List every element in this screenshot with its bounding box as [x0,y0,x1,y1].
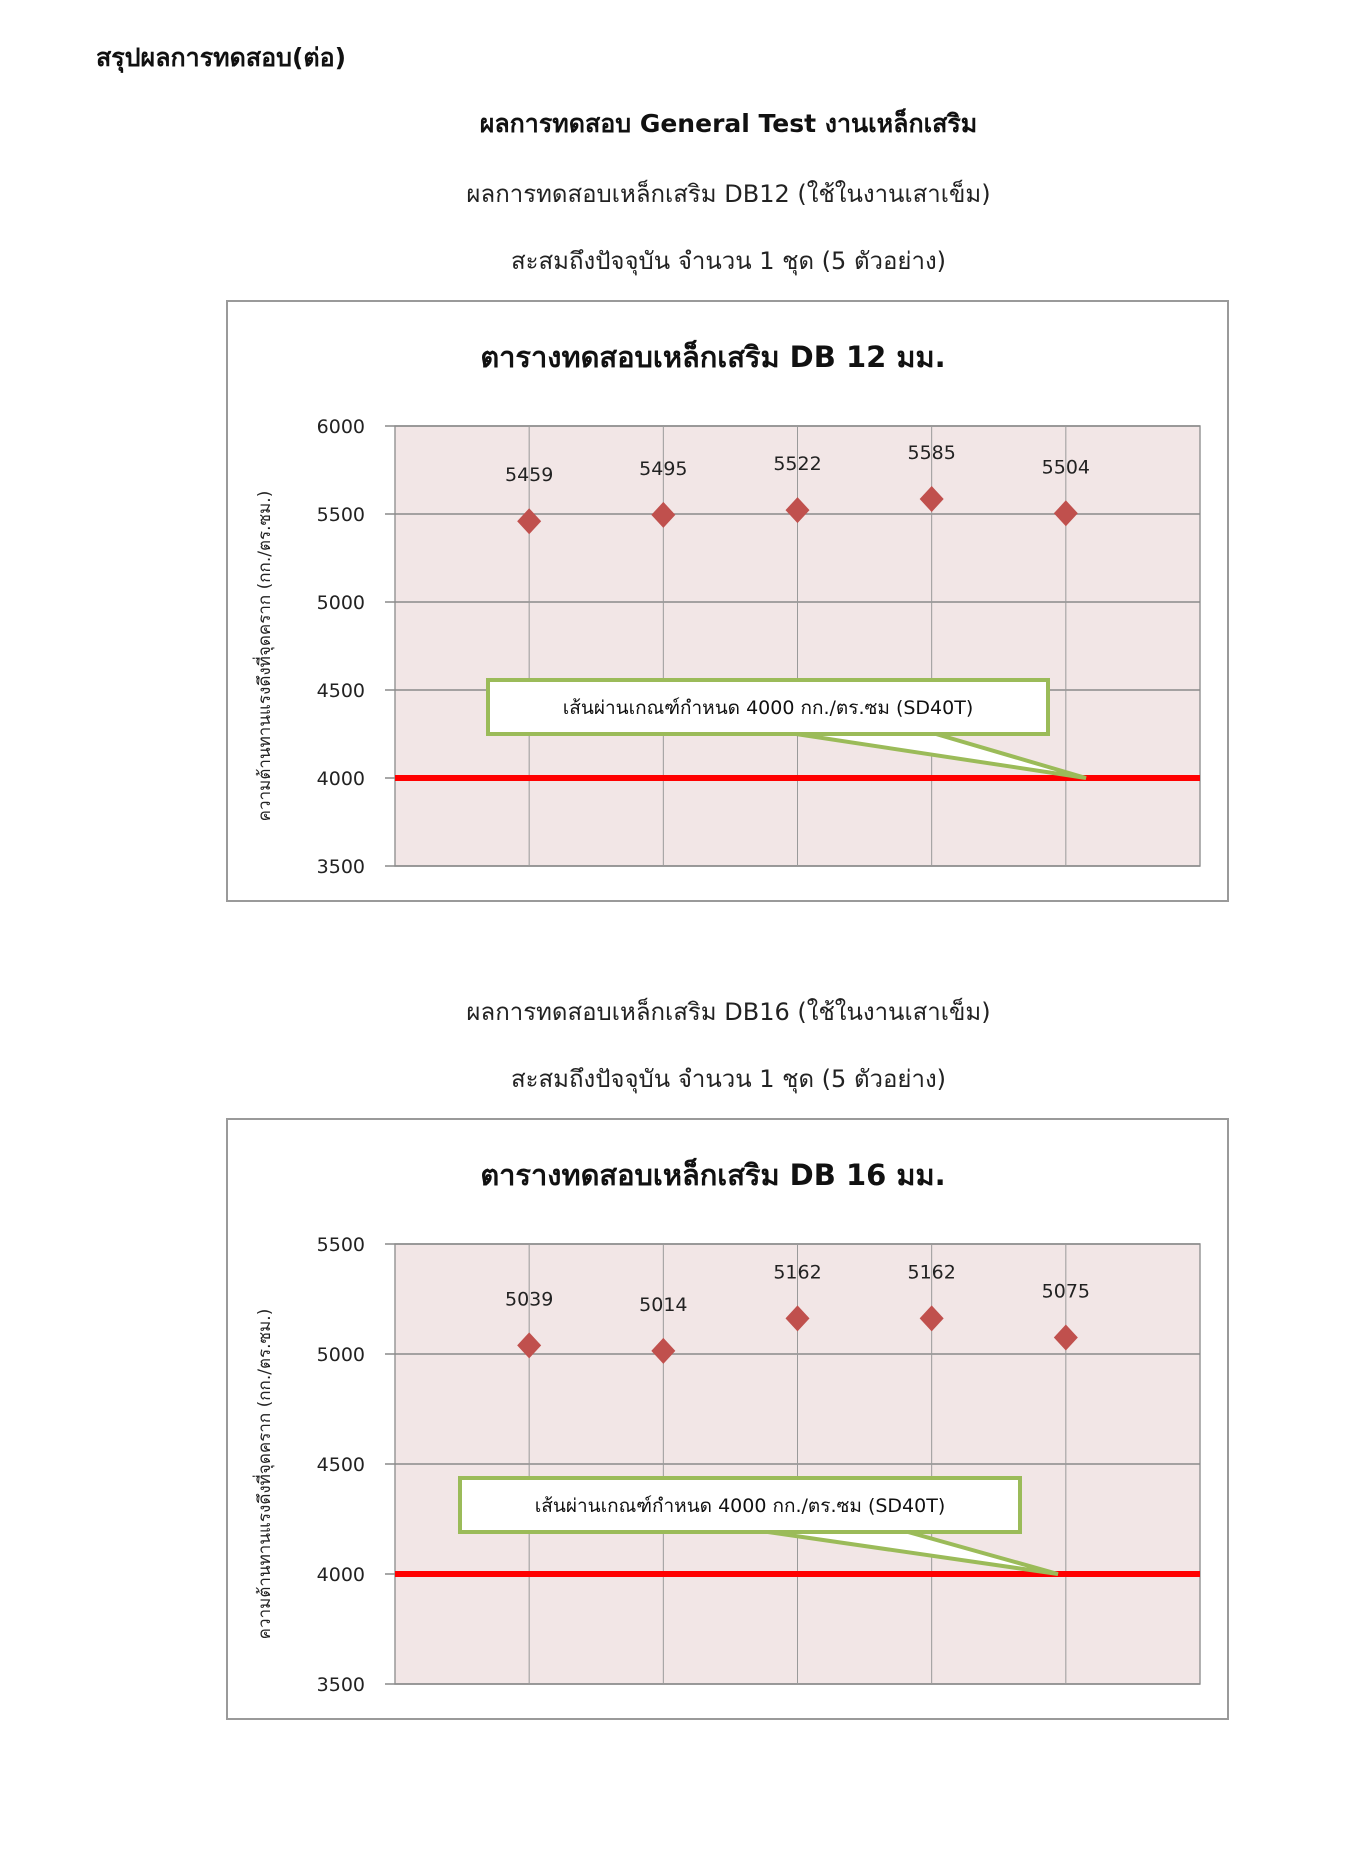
data-label: 5522 [773,453,821,475]
data-label: 5039 [505,1288,553,1310]
section2-summary: สะสมถึงปัจจุบัน จำนวน 1 ชุด (5 ตัวอย่าง) [510,1065,947,1093]
y-tick-label: 4500 [317,680,365,702]
chart-db16: ตารางทดสอบเหล็กเสริม DB 16 มม. 3500 4000 45… [226,1118,1229,1720]
callout-text: เส้นผ่านเกณฑ์กำหนด 4000 กก./ตร.ซม (SD40T… [563,697,974,719]
y-tick-label: 4500 [317,1454,365,1476]
y-tick-label: 3500 [317,1674,365,1696]
y-tick-label: 3500 [317,856,365,878]
data-label: 5014 [639,1294,687,1316]
chart-db16-svg: ตารางทดสอบเหล็กเสริม DB 16 มม. 3500 4000 45… [252,1157,1201,1696]
y-tick-label: 4000 [317,768,365,790]
y-tick-label: 5000 [317,592,365,614]
callout-text: เส้นผ่านเกณฑ์กำหนด 4000 กก./ตร.ซม (SD40T… [535,1495,946,1517]
page-header: สรุปผลการทดสอบ(ต่อ) [96,43,347,72]
data-label: 5495 [639,458,687,480]
data-label: 5459 [505,464,553,486]
y-tick-label: 4000 [317,1564,365,1586]
data-point [517,508,542,535]
y-tick-label: 6000 [317,416,365,438]
y-tick-label: 5500 [317,1234,365,1256]
data-label: 5162 [773,1261,821,1283]
callout-box [458,1476,1022,1534]
data-point [651,501,676,528]
data-point [919,1305,944,1332]
y-axis-label: ความต้านทานแรงดึงที่จุดคราก (กก./ตร.ซม.) [252,1309,275,1640]
chart-title: ตารางทดสอบเหล็กเสริม DB 16 มม. [480,1157,945,1192]
data-label: 5075 [1042,1281,1090,1303]
section1-summary: สะสมถึงปัจจุบัน จำนวน 1 ชุด (5 ตัวอย่าง) [510,247,947,275]
callout-box [486,678,1050,736]
chart-title: ตารางทดสอบเหล็กเสริม DB 12 มม. [480,339,945,374]
data-point [1053,1324,1078,1351]
chart-db12: ตารางทดสอบเหล็กเสริม DB 12 มม. 3500 4000 45… [226,300,1229,902]
y-axis-label: ความต้านทานแรงดึงที่จุดคราก (กก./ตร.ซม.) [252,491,275,822]
data-point [651,1337,676,1364]
data-label: 5585 [907,442,955,464]
section1-subtitle: ผลการทดสอบเหล็กเสริม DB12 (ใช้ในงานเสาเข… [466,180,991,208]
section2-subtitle: ผลการทดสอบเหล็กเสริม DB16 (ใช้ในงานเสาเข… [466,998,991,1026]
data-label: 5162 [907,1261,955,1283]
y-tick-label: 5500 [317,504,365,526]
data-point [1053,500,1078,527]
data-point [785,497,810,524]
data-label: 5504 [1042,456,1090,478]
data-point [785,1305,810,1332]
chart-db12-svg: ตารางทดสอบเหล็กเสริม DB 12 มม. 3500 4000 45… [252,339,1201,878]
data-point [919,486,944,513]
y-tick-label: 5000 [317,1344,365,1366]
data-point [517,1332,542,1359]
report-title: ผลการทดสอบ General Test งานเหล็กเสริม [479,109,978,138]
